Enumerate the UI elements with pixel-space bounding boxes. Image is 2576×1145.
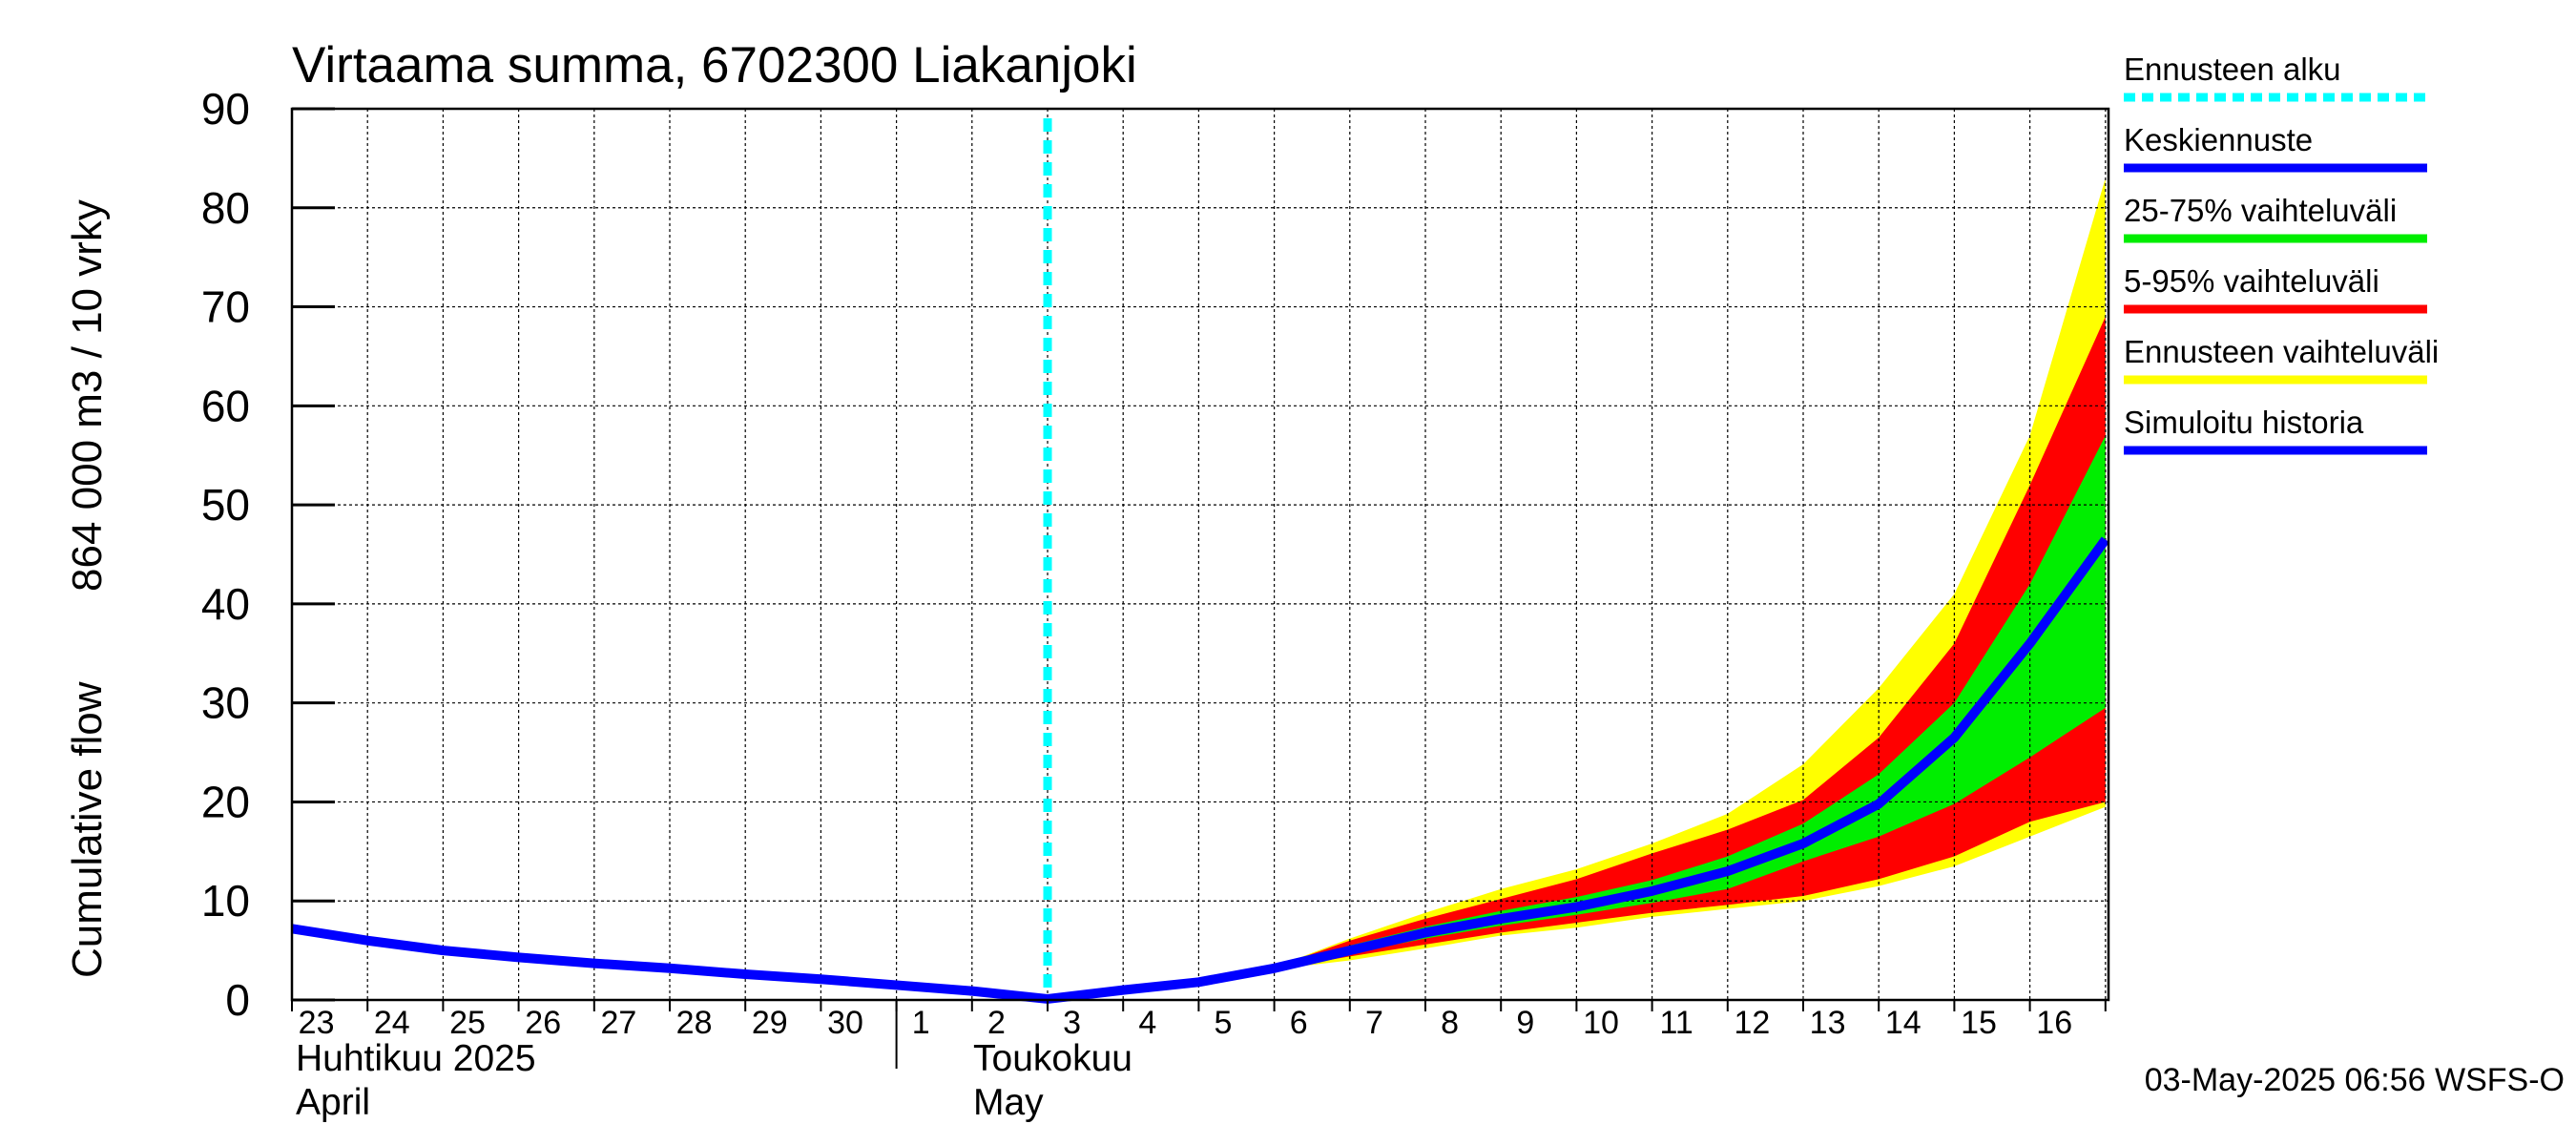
y-tick-label: 60 [201,381,250,430]
x-tick-label: 23 [299,1005,335,1041]
x-tick-label: 1 [912,1005,930,1041]
x-tick-label: 3 [1063,1005,1081,1041]
keskiennuste-line [1047,536,2109,1004]
x-tick-label: 27 [600,1005,636,1041]
x-tick-label: 5 [1215,1005,1233,1041]
simuloitu-historia-line [291,924,1049,1004]
legend-label-5-95-vaihteluv-li: 5-95% vaihteluväli [2124,263,2379,299]
x-tick-label: 6 [1290,1005,1308,1041]
x-tick-label: 29 [752,1005,788,1041]
y-tick-label: 0 [225,975,250,1025]
month-label-may-fi: Toukokuu [973,1038,1132,1079]
x-tick-label: 4 [1138,1005,1156,1041]
x-tick-label: 26 [525,1005,561,1041]
month-label-april-fi: Huhtikuu 2025 [296,1038,536,1079]
y-axis-label-english: Cumulative flow [64,681,111,978]
month-label-may-en: May [973,1082,1044,1123]
x-tick-label: 14 [1885,1005,1922,1041]
y-tick-label: 20 [201,777,250,826]
y-tick-label: 90 [201,84,250,134]
legend-label-ennusteen-vaihteluv-li: Ennusteen vaihteluväli [2124,334,2439,369]
y-tick-label: 70 [201,282,250,332]
plot-frame [290,107,2110,1002]
legend-label-simuloitu-historia: Simuloitu historia [2124,405,2364,440]
x-tick-label: 11 [1660,1005,1693,1041]
y-tick-label: 10 [201,876,250,926]
x-tick-label: 28 [676,1005,713,1041]
y-axis-label-finnish: 864 000 m3 / 10 vrky [64,199,111,592]
y-tick-label: 80 [201,183,250,233]
month-label-april-en: April [296,1082,370,1123]
x-tick-label: 30 [827,1005,863,1041]
series-lines [291,536,2109,1004]
x-tick-label: 10 [1583,1005,1619,1041]
legend-label-25-75-vaihteluv-li: 25-75% vaihteluväli [2124,193,2397,228]
x-tick-label: 2 [987,1005,1006,1041]
legend-label-keskiennuste: Keskiennuste [2124,122,2313,157]
x-tick-label: 12 [1734,1005,1770,1041]
x-tick-label: 15 [1961,1005,1997,1041]
chart-title: Virtaama summa, 6702300 Liakanjoki [292,37,1137,94]
x-tick-label: 13 [1810,1005,1846,1041]
x-tick-label: 8 [1441,1005,1459,1041]
y-tick-labels: 0 10 20 30 40 50 60 70 80 90 [201,84,250,1025]
y-tick-label: 50 [201,480,250,530]
timestamp-footer: 03-May-2025 06:56 WSFS-O [2145,1062,2565,1098]
x-tick-label: 24 [374,1005,410,1041]
axes [290,107,2110,1069]
x-tick-label: 7 [1365,1005,1383,1041]
y-tick-label: 30 [201,678,250,728]
x-tick-labels: 23 24 25 26 27 28 29 30 1 2 3 4 5 6 7 8 9 10 11 12 13 14 15 16 [299,1005,2072,1041]
y-tick-label: 40 [201,579,250,629]
legend-label-ennusteen-alku: Ennusteen alku [2124,52,2341,87]
x-tick-label: 25 [449,1005,486,1041]
legend: Ennusteen alku Keskiennuste 25-75% vaihtel… [2124,52,2439,455]
x-tick-label: 9 [1516,1005,1534,1041]
forecast-bands [1274,177,2106,969]
x-tick-label: 16 [2036,1005,2072,1041]
